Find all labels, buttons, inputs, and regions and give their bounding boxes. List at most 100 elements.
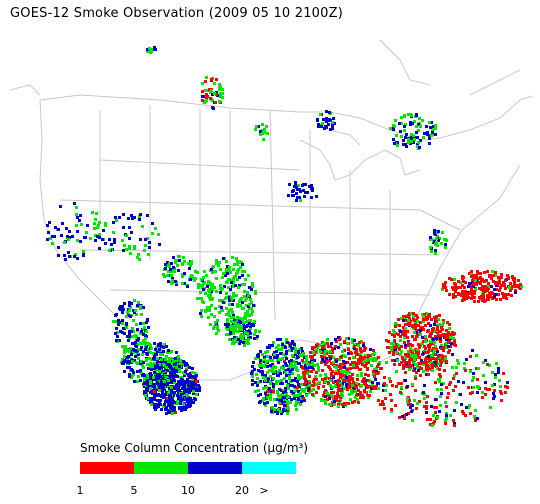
smoke-pixel [320, 361, 323, 364]
smoke-pixel [453, 332, 456, 335]
smoke-pixel [435, 406, 438, 409]
smoke-pixel [74, 253, 77, 256]
smoke-pixel [215, 78, 218, 81]
smoke-pixel [347, 352, 350, 355]
smoke-pixel [303, 390, 306, 393]
smoke-pixel [416, 136, 419, 139]
smoke-pixel [444, 246, 447, 249]
smoke-pixel [413, 120, 416, 123]
smoke-pixel [251, 285, 254, 288]
smoke-pixel [163, 388, 166, 391]
smoke-pixel [312, 368, 315, 371]
smoke-pixel [153, 342, 156, 345]
smoke-pixel [397, 382, 400, 385]
smoke-pixel [297, 398, 300, 401]
smoke-pixel [417, 123, 420, 126]
smoke-pixel [326, 392, 329, 395]
smoke-pixel [199, 284, 202, 287]
smoke-pixel [497, 293, 500, 296]
smoke-pixel [236, 270, 239, 273]
smoke-pixel [355, 365, 358, 368]
smoke-pixel [183, 282, 186, 285]
smoke-pixel [146, 214, 149, 217]
smoke-pixel [158, 389, 161, 392]
smoke-pixel [294, 379, 297, 382]
smoke-pixel [356, 374, 359, 377]
smoke-pixel [364, 354, 367, 357]
smoke-pixel [317, 123, 320, 126]
smoke-pixel [368, 394, 371, 397]
smoke-pixel [333, 403, 336, 406]
smoke-pixel [277, 380, 280, 383]
smoke-pixel [279, 338, 282, 341]
smoke-pixel [348, 381, 351, 384]
smoke-pixel [177, 387, 180, 390]
smoke-pixel [225, 307, 228, 310]
smoke-pixel [419, 326, 422, 329]
smoke-pixel [96, 226, 99, 229]
smoke-pixel [409, 121, 412, 124]
smoke-pixel [469, 355, 472, 358]
smoke-pixel [426, 330, 429, 333]
smoke-pixel [430, 318, 433, 321]
smoke-pixel [277, 344, 280, 347]
smoke-pixel [461, 290, 464, 293]
smoke-pixel [379, 403, 382, 406]
smoke-pixel [281, 402, 284, 405]
smoke-pixel [461, 299, 464, 302]
smoke-pixel [410, 133, 413, 136]
smoke-pixel [164, 263, 167, 266]
smoke-pixel [390, 349, 393, 352]
smoke-pixel [349, 363, 352, 366]
smoke-pixel [471, 379, 474, 382]
smoke-pixel [170, 375, 173, 378]
smoke-pixel [225, 260, 228, 263]
smoke-pixel [171, 399, 174, 402]
smoke-pixel [321, 348, 324, 351]
smoke-pixel [152, 352, 155, 355]
smoke-pixel [470, 284, 473, 287]
smoke-pixel [138, 215, 141, 218]
smoke-pixel [422, 320, 425, 323]
smoke-pixel [214, 270, 217, 273]
smoke-pixel [437, 338, 440, 341]
smoke-pixel [416, 349, 419, 352]
smoke-pixel [191, 277, 194, 280]
smoke-pixel [113, 238, 116, 241]
smoke-pixel [192, 401, 195, 404]
smoke-pixel [228, 266, 231, 269]
smoke-pixel [465, 358, 468, 361]
smoke-pixel [86, 224, 89, 227]
smoke-pixel [48, 221, 51, 224]
smoke-pixel [300, 400, 303, 403]
smoke-pixel [235, 272, 238, 275]
smoke-pixel [420, 359, 423, 362]
smoke-pixel [382, 389, 385, 392]
smoke-pixel [110, 243, 113, 246]
smoke-pixel [189, 372, 192, 375]
smoke-pixel [470, 289, 473, 292]
smoke-pixel [407, 319, 410, 322]
smoke-pixel [82, 252, 85, 255]
smoke-pixel [228, 309, 231, 312]
smoke-pixel [266, 380, 269, 383]
smoke-pixel [284, 369, 287, 372]
smoke-pixel [441, 288, 444, 291]
smoke-pixel [240, 261, 243, 264]
smoke-pixel [133, 216, 136, 219]
smoke-pixel [157, 405, 160, 408]
smoke-pixel [448, 349, 451, 352]
smoke-pixel [495, 288, 498, 291]
smoke-pixel [172, 266, 175, 269]
smoke-pixel [392, 353, 395, 356]
smoke-pixel [239, 321, 242, 324]
smoke-pixel [494, 373, 497, 376]
smoke-pixel [338, 358, 341, 361]
smoke-pixel [290, 347, 293, 350]
smoke-pixel [194, 372, 197, 375]
smoke-pixel [139, 369, 142, 372]
smoke-pixel [94, 239, 97, 242]
smoke-pixel [268, 344, 271, 347]
smoke-pixel [423, 345, 426, 348]
smoke-pixel [160, 408, 163, 411]
